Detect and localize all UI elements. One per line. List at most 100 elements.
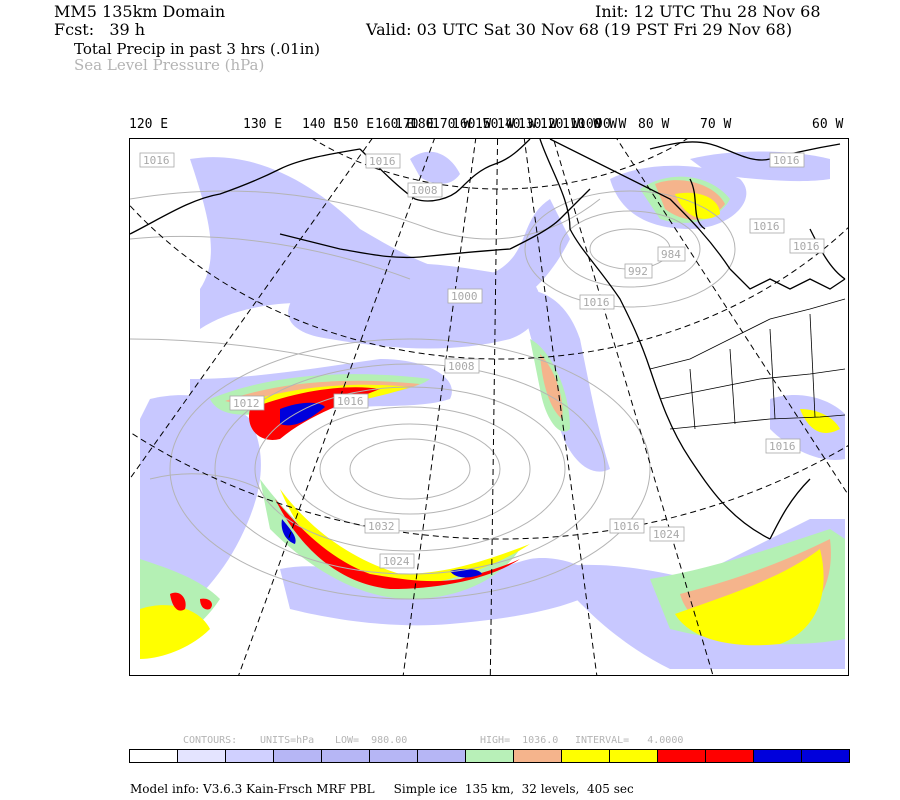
- longitude-tick-label: 140 E: [302, 117, 342, 132]
- pressure-label-text: 1000: [451, 290, 478, 303]
- longitude-tick-label: 120 W: [540, 117, 580, 132]
- pressure-label: 1008: [407, 182, 443, 198]
- precip-area-orange: [540, 354, 563, 419]
- precip-area-blue: [281, 519, 296, 544]
- isobar-contours: [130, 190, 736, 600]
- valid-time: Valid: 03 UTC Sat 30 Nov 68 (19 PST Fri …: [366, 20, 793, 39]
- longitude-tick-label: 170 W: [432, 117, 472, 132]
- colorbar-swatch: [418, 750, 466, 762]
- pressure-label-text: 1008: [448, 360, 475, 373]
- precip-colorbar: [129, 749, 850, 763]
- pressure-label: 1016: [789, 238, 825, 254]
- contour-high: HIGH= 1036.0: [480, 735, 559, 746]
- init-time: Init: 12 UTC Thu 28 Nov 68: [595, 2, 821, 21]
- pressure-label-text: 1016: [337, 395, 364, 408]
- pressure-label-text: 1016: [753, 220, 780, 233]
- pressure-label-text: 1024: [653, 528, 680, 541]
- longitude-tick-label: 170 E: [395, 117, 435, 132]
- precip-area-light: [410, 151, 460, 184]
- pressure-label: 1024: [379, 553, 415, 569]
- colorbar-swatch: [322, 750, 370, 762]
- longitude-tick-label: 100 W: [578, 117, 618, 132]
- model-info: Model info: V3.6.3 Kain-Frsch MRF PBL Si…: [130, 782, 634, 796]
- colorbar-swatch: [706, 750, 754, 762]
- colorbar-swatch: [226, 750, 274, 762]
- longitude-tick-label: 130 E: [243, 117, 283, 132]
- longitude-tick-label: 80 W: [638, 117, 670, 132]
- contours-label: CONTOURS:: [183, 735, 238, 746]
- precip-area-light: [288, 263, 541, 349]
- pressure-label-text: 1016: [583, 296, 610, 309]
- state-borders: [649, 298, 846, 430]
- graticule: [130, 139, 848, 675]
- field-precip-label: Total Precip in past 3 hrs (.01in): [74, 40, 321, 58]
- longitude-tick-label: 160 W: [452, 117, 492, 132]
- colorbar-swatch: [466, 750, 514, 762]
- pressure-label-text: 1016: [143, 154, 170, 167]
- longitude-tick-label: 70 W: [700, 117, 732, 132]
- map-canvas: 1016 1008 1016 1016 1000 1008 1012 1016 1016 1016…: [130, 139, 848, 675]
- precip-area-green: [260, 479, 520, 599]
- domain-title: MM5 135km Domain: [54, 2, 226, 21]
- precip-area-blue: [280, 402, 325, 426]
- field-slp-label: Sea Level Pressure (hPa): [74, 56, 265, 74]
- pressure-label: 1016: [579, 294, 615, 310]
- pressure-label-text: 1016: [793, 240, 820, 253]
- contour-units: UNITS=hPa: [260, 735, 315, 746]
- pressure-label-text: 1032: [368, 520, 395, 533]
- colorbar-swatch: [802, 750, 849, 762]
- pressure-label-text: 1024: [383, 555, 410, 568]
- longitude-tick-label: 90 W: [595, 117, 627, 132]
- colorbar-swatch: [514, 750, 562, 762]
- colorbar-swatch: [178, 750, 226, 762]
- pressure-labels: 1016 1008 1016 1016 1000 1008 1012 1016 1016 1016…: [139, 152, 825, 569]
- colorbar-swatch: [370, 750, 418, 762]
- longitude-tick-label: 150 W: [475, 117, 515, 132]
- pressure-label: 1012: [229, 395, 265, 411]
- pressure-label-text: 1016: [773, 154, 800, 167]
- pressure-label: 1024: [649, 526, 685, 542]
- contour-low: LOW= 980.00: [335, 735, 408, 746]
- colorbar-swatch: [610, 750, 658, 762]
- pressure-label: 1032: [364, 518, 400, 534]
- pressure-label-text: 992: [628, 265, 648, 278]
- longitude-tick-label: 160 E: [375, 117, 415, 132]
- precip-area-yellow: [140, 605, 210, 659]
- pressure-label: 1016: [749, 218, 785, 234]
- longitude-tick-label: 180: [410, 117, 434, 132]
- pressure-label: 1016: [609, 518, 645, 534]
- forecast-hour: Fcst: 39 h: [54, 20, 146, 39]
- longitude-tick-label: 140 W: [497, 117, 537, 132]
- longitude-tick-label: 60 W: [812, 117, 844, 132]
- pressure-label-text: 984: [661, 248, 681, 261]
- longitude-tick-label: 150 E: [335, 117, 375, 132]
- contour-interval: INTERVAL= 4.0000: [575, 735, 684, 746]
- precip-area-yellow: [800, 409, 840, 433]
- pressure-label: 1008: [444, 358, 480, 374]
- longitude-tick-label: 130 W: [518, 117, 558, 132]
- precip-area-red: [200, 598, 212, 610]
- longitude-tick-label: 120 E: [129, 117, 169, 132]
- colorbar-swatch: [130, 750, 178, 762]
- precip-area-light: [520, 289, 610, 472]
- pressure-label: 1016: [333, 393, 369, 409]
- longitude-tick-label: 110 W: [562, 117, 602, 132]
- pressure-label-text: 1012: [233, 397, 260, 410]
- colorbar-swatch: [658, 750, 706, 762]
- pressure-label: 1016: [365, 153, 401, 169]
- colorbar-swatch: [562, 750, 610, 762]
- precip-pressure-map: 1016 1008 1016 1016 1000 1008 1012 1016 1016 1016…: [129, 138, 849, 676]
- pressure-label-text: 1016: [369, 155, 396, 168]
- pressure-label-text: 1016: [613, 520, 640, 533]
- precip-shading: [140, 151, 845, 669]
- precip-area-red: [170, 592, 186, 611]
- pressure-label: 1016: [765, 438, 801, 454]
- pressure-label: 1000: [447, 288, 483, 304]
- colorbar-swatch: [754, 750, 802, 762]
- pressure-label: 984: [657, 246, 686, 262]
- pressure-label-text: 1016: [769, 440, 796, 453]
- pressure-label-text: 1008: [411, 184, 438, 197]
- precip-area-yellow: [675, 549, 824, 646]
- pressure-label: 992: [624, 263, 653, 279]
- colorbar-swatch: [274, 750, 322, 762]
